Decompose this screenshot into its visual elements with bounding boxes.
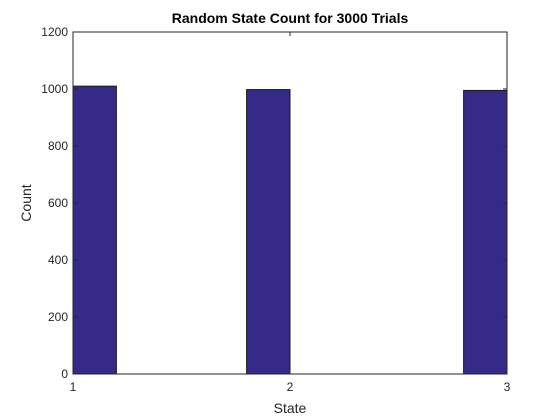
x-tick-label-3: 3 [504,380,511,394]
x-tick-label-2: 2 [287,380,294,394]
x-tick-label-1: 1 [70,380,77,394]
plot-area: 1 2 3 0 200 400 600 800 1000 1200 [41,25,510,394]
x-axis-label: State [274,400,307,416]
y-tick-label-6: 1000 [41,82,68,96]
y-tick-label-7: 1200 [41,25,68,39]
y-tick-label-3: 400 [48,253,68,267]
y-tick-label-5: 800 [48,139,68,153]
y-tick-label-2: 200 [48,310,68,324]
bar-3 [463,89,508,375]
bar-1 [72,85,117,375]
chart-title: Random State Count for 3000 Trials [172,10,409,26]
y-tick-label-1: 0 [61,367,68,381]
y-tick-label-4: 600 [48,196,68,210]
y-axis-label: Count [18,184,34,221]
bar-2 [246,89,291,375]
